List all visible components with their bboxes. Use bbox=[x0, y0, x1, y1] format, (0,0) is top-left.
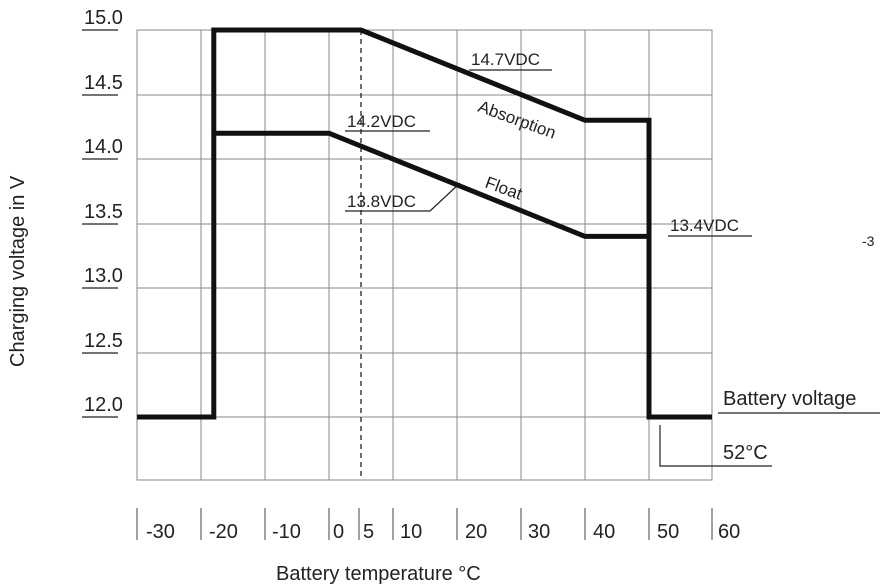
annotation-leaders bbox=[345, 69, 880, 467]
annotation-13.8vdc: 13.8VDC bbox=[347, 192, 416, 211]
x-tick-label-20: 20 bbox=[465, 521, 487, 543]
y-axis-title: Charging voltage in V bbox=[7, 175, 29, 367]
y-tick-label-12.5: 12.5 bbox=[84, 330, 123, 352]
plot-frame bbox=[136, 29, 713, 481]
y-tick-label-13.5: 13.5 bbox=[84, 201, 123, 223]
battery-voltage-label: Battery voltage bbox=[723, 388, 856, 410]
leader-13.8vdc bbox=[345, 182, 461, 212]
annotation-14.7vdc: 14.7VDC bbox=[471, 50, 540, 69]
y-tick-label-14.0: 14.0 bbox=[84, 136, 123, 158]
x-tick-label-10: 10 bbox=[400, 521, 422, 543]
x-tick-label-40: 40 bbox=[593, 521, 615, 543]
series-group bbox=[137, 27, 712, 420]
y-tick-label-14.5: 14.5 bbox=[84, 72, 123, 94]
x-tick-label--20: -20 bbox=[209, 521, 238, 543]
x-tick-label-30: 30 bbox=[528, 521, 550, 543]
annotation-14.2vdc: 14.2VDC bbox=[347, 112, 416, 131]
y-tick-label-13.0: 13.0 bbox=[84, 265, 123, 287]
x-tick-label--30: -30 bbox=[146, 521, 175, 543]
x-tick-label-60: 60 bbox=[718, 521, 740, 543]
x-tick-label--10: -10 bbox=[272, 521, 301, 543]
plot-grid bbox=[82, 29, 713, 481]
series-line-absorption bbox=[137, 27, 712, 420]
y-tick-label-15.0: 15.0 bbox=[84, 7, 123, 29]
x-axis-title: Battery temperature °C bbox=[276, 563, 481, 585]
annotation-13.4vdc: 13.4VDC bbox=[670, 216, 739, 235]
x-tick-separators bbox=[136, 508, 713, 540]
series-line-float bbox=[213, 130, 649, 239]
stray-page-mark: -3 bbox=[862, 233, 875, 249]
x-tick-label-50: 50 bbox=[657, 521, 679, 543]
y-tick-label-12.0: 12.0 bbox=[84, 394, 123, 416]
leader-cutoff-temperature bbox=[659, 425, 772, 467]
cutoff-temperature-label: 52°C bbox=[723, 442, 768, 464]
x-tick-label-0: 0 bbox=[333, 521, 344, 543]
x-tick-label-5: 5 bbox=[363, 521, 374, 543]
